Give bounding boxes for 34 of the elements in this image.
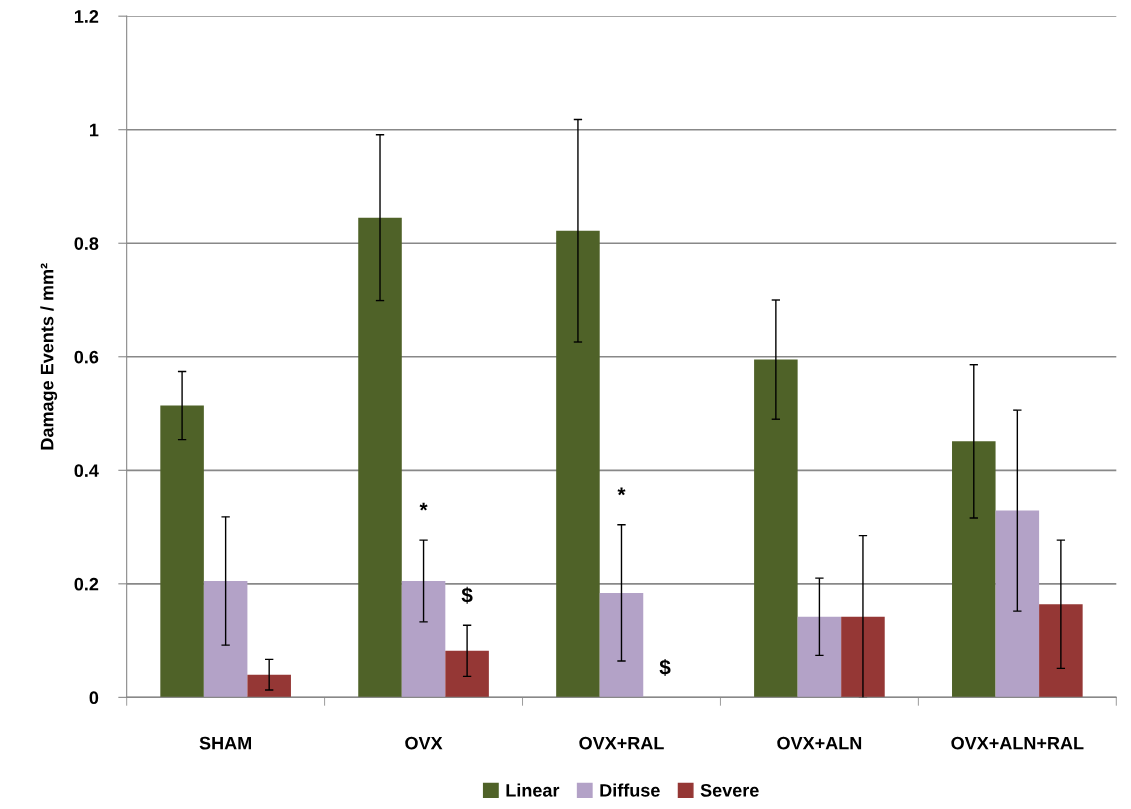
bar	[160, 405, 204, 698]
x-tick-label: OVX+ALN	[777, 736, 862, 750]
y-tick-label: 0.6	[74, 350, 99, 364]
annotation: *	[419, 502, 428, 511]
bar	[401, 580, 446, 698]
bar	[203, 580, 248, 698]
bar	[599, 592, 644, 698]
bar	[797, 616, 842, 698]
bar	[995, 510, 1040, 698]
bar	[841, 616, 885, 698]
bar	[247, 674, 291, 698]
x-tick-label: OVX+ALN+RAL	[951, 736, 1084, 750]
legend-label: Diffuse	[600, 783, 660, 797]
bar	[358, 217, 402, 698]
bar	[1039, 604, 1083, 698]
y-tick-label: 0.8	[74, 237, 99, 250]
y-tick-label: 1.2	[74, 10, 99, 23]
x-tick-label: SHAM	[199, 736, 252, 750]
y-tick-label: 0	[89, 691, 99, 705]
annotation: $	[659, 658, 671, 676]
bar	[556, 230, 600, 698]
y-axis-title: Damage Events / mm²	[40, 263, 58, 450]
legend-label: Linear	[506, 783, 560, 797]
annotation: *	[617, 487, 626, 496]
y-tick-label: 0.4	[74, 464, 99, 478]
x-tick-label: OVX	[405, 736, 443, 750]
x-tick-label: OVX+RAL	[579, 736, 664, 750]
y-tick-label: 1	[89, 123, 99, 137]
bar	[952, 441, 996, 698]
annotation: $	[461, 586, 473, 604]
bar	[445, 650, 489, 698]
legend-label: Severe	[700, 783, 759, 797]
bar	[754, 359, 798, 698]
y-tick-label: 0.2	[74, 577, 99, 591]
